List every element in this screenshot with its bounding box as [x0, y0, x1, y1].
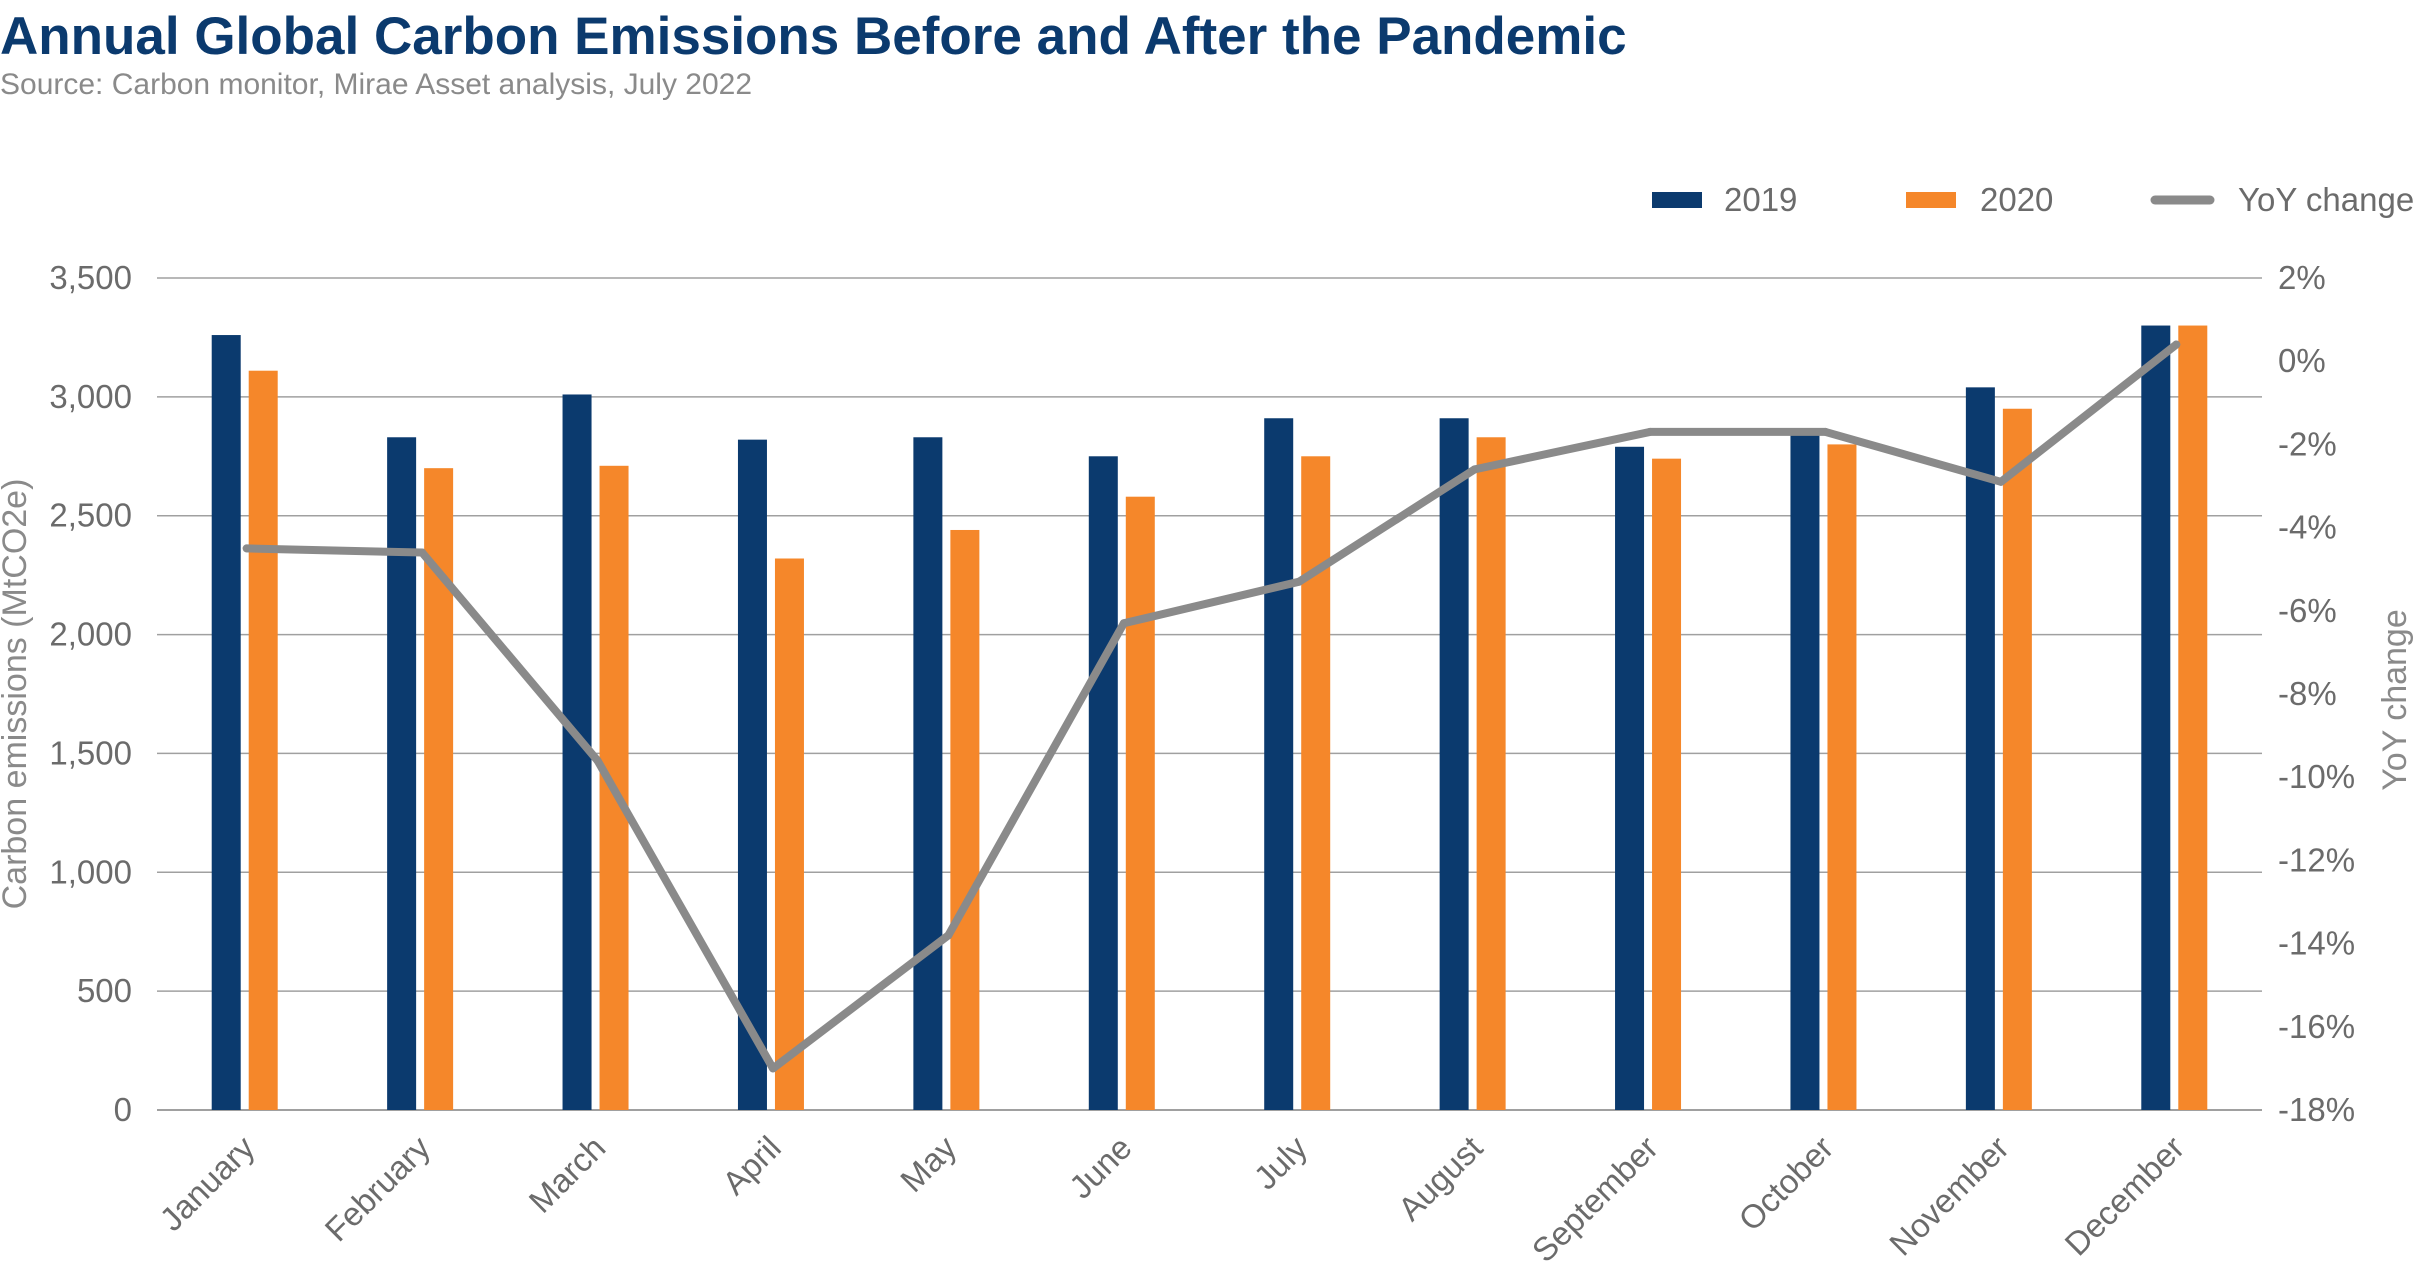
- bar-2020-july: [1301, 456, 1331, 1110]
- y-tick-left: 500: [77, 972, 132, 1009]
- bar-2019-may: [913, 437, 943, 1111]
- gridlines: [157, 277, 2262, 1111]
- legend-swatch-2019: [1652, 192, 1702, 208]
- yoy-point-december: [2172, 340, 2181, 349]
- bar-2019-august: [1439, 418, 1469, 1110]
- bar-2019-february: [387, 437, 417, 1111]
- x-tick-label: March: [521, 1129, 612, 1220]
- x-tick-label: June: [1062, 1129, 1139, 1206]
- yoy-point-july: [1295, 577, 1304, 586]
- yoy-point-february: [418, 548, 427, 557]
- y-tick-right: -16%: [2278, 1008, 2355, 1045]
- legend-swatch-2020: [1906, 192, 1956, 208]
- x-tick-label: January: [152, 1128, 262, 1238]
- bar-2020-may: [950, 529, 980, 1110]
- y-tick-right: 2%: [2278, 259, 2326, 296]
- x-tick-label: December: [2057, 1129, 2191, 1263]
- bar-2019-september: [1615, 446, 1645, 1111]
- x-tick-label: May: [893, 1128, 964, 1199]
- bar-2019-january: [211, 335, 241, 1111]
- y-tick-right: -8%: [2278, 675, 2337, 712]
- legend: 2019 2020 YoY change: [1652, 181, 2414, 218]
- x-tick-label: July: [1246, 1128, 1314, 1196]
- y-tick-right: -6%: [2278, 592, 2337, 629]
- x-tick-label: November: [1882, 1129, 2016, 1263]
- yoy-change-line: [242, 340, 2181, 1073]
- yoy-point-october: [1821, 427, 1830, 436]
- bar-2020-december: [2178, 325, 2208, 1110]
- y-tick-left: 3,000: [49, 378, 132, 415]
- legend-label-2020: 2020: [1980, 181, 2053, 218]
- bar-2020-august: [1476, 437, 1506, 1111]
- yoy-point-april: [768, 1064, 777, 1073]
- y-tick-left: 0: [114, 1091, 132, 1128]
- bar-2020-january: [248, 370, 278, 1110]
- y-tick-left: 1,500: [49, 734, 132, 771]
- y-tick-right: -4%: [2278, 509, 2337, 546]
- yoy-point-january: [242, 544, 251, 553]
- x-tick-label: April: [715, 1129, 788, 1202]
- bar-2020-april: [774, 558, 804, 1110]
- y-tick-right: -14%: [2278, 925, 2355, 962]
- yoy-point-august: [1470, 465, 1479, 474]
- y-tick-right: -10%: [2278, 758, 2355, 795]
- bar-2019-july: [1264, 418, 1294, 1110]
- y-tick-left: 3,500: [49, 259, 132, 296]
- chart-title: Annual Global Carbon Emissions Before an…: [0, 7, 1627, 66]
- yoy-point-march: [593, 756, 602, 765]
- yoy-point-may: [944, 931, 953, 940]
- bar-2019-april: [737, 439, 767, 1110]
- legend-label-2019: 2019: [1724, 181, 1797, 218]
- x-tick-label: September: [1525, 1129, 1665, 1269]
- y-tick-right: 0%: [2278, 342, 2326, 379]
- bars: [211, 325, 2208, 1111]
- y-tick-left: 2,000: [49, 616, 132, 653]
- bar-2020-november: [2002, 408, 2032, 1110]
- bar-2020-september: [1652, 458, 1682, 1111]
- bar-2019-november: [1965, 387, 1995, 1110]
- bar-2019-december: [2141, 325, 2171, 1110]
- x-tick-label: August: [1391, 1129, 1490, 1228]
- bar-2019-june: [1088, 456, 1118, 1110]
- y-axis-title-left: Carbon emissions (MtCO2e): [0, 479, 34, 910]
- bar-2020-october: [1827, 444, 1857, 1110]
- y-tick-left: 2,500: [49, 497, 132, 534]
- y-tick-left: 1,000: [49, 853, 132, 890]
- yoy-point-november: [1996, 477, 2005, 486]
- y-tick-right: -18%: [2278, 1091, 2355, 1128]
- legend-label-yoy: YoY change: [2238, 181, 2414, 218]
- x-tick-label: February: [318, 1128, 438, 1248]
- bar-2019-october: [1790, 434, 1820, 1110]
- yoy-point-june: [1119, 619, 1128, 628]
- y-axis-title-right: YoY change: [2376, 609, 2414, 791]
- y-tick-right: -2%: [2278, 425, 2337, 462]
- x-tick-label: October: [1731, 1129, 1840, 1238]
- chart-subtitle: Source: Carbon monitor, Mirae Asset anal…: [0, 68, 753, 101]
- y-tick-right: -12%: [2278, 841, 2355, 878]
- bar-2020-june: [1125, 496, 1155, 1110]
- yoy-line-layer: [242, 340, 2181, 1073]
- yoy-point-september: [1646, 427, 1655, 436]
